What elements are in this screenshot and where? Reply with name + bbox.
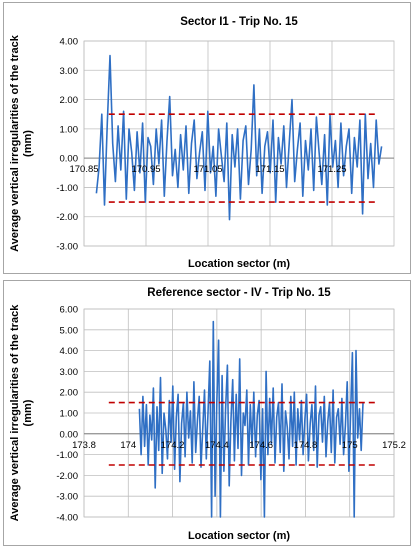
chart-title: Reference sector - IV - Trip No. 15 <box>147 287 331 299</box>
x-tick-label: 174 <box>120 440 136 451</box>
chart-title: Sector I1 - Trip No. 15 <box>180 16 298 28</box>
y-tick-label: 1.00 <box>60 409 79 420</box>
x-tick-label: 171.25 <box>317 164 346 175</box>
chart-svg-reference-sector-iv: 6.00 5.00 4.00 3.00 2.00 1.00 0.00 -1.00 -2.00 -3… <box>9 287 406 542</box>
x-tick-label: 170.95 <box>131 164 160 175</box>
x-tick-label: 174.8 <box>294 440 318 451</box>
y-tick-label: 3.00 <box>60 66 79 77</box>
y-tick-label: 1.00 <box>60 124 79 135</box>
y-axis-title: Average vertical irregularities of the t… <box>9 304 21 522</box>
y-tick-label: 0.00 <box>60 429 79 440</box>
data-series-line <box>138 320 364 518</box>
y-axis-title: (mm) <box>22 399 34 426</box>
chart-svg-sector-i1: 4.00 3.00 2.00 1.00 0.00 -1.00 -2.00 -3.00 170.8… <box>9 16 395 270</box>
y-tick-label: -3.00 <box>56 242 78 253</box>
x-tick-label: 175 <box>342 440 358 451</box>
plot-area <box>83 308 395 518</box>
y-tick-label: 0.00 <box>60 154 79 165</box>
x-axis-title: Location sector (m) <box>188 258 290 270</box>
x-tick-label: 173.8 <box>72 440 96 451</box>
y-tick-label: -2.00 <box>56 471 78 482</box>
y-tick-label: 2.00 <box>60 388 79 399</box>
y-tick-label: 4.00 <box>60 346 79 357</box>
y-tick-label: 4.00 <box>60 37 79 48</box>
y-tick-label: -1.00 <box>56 183 78 194</box>
y-tick-label: -1.00 <box>56 450 78 461</box>
x-tick-label: 171.05 <box>193 164 222 175</box>
x-tick-label: 171.15 <box>255 164 284 175</box>
x-tick-label: 174.2 <box>161 440 185 451</box>
x-tick-label: 174.4 <box>205 440 229 451</box>
y-axis-title: (mm) <box>22 130 34 157</box>
data-series-line <box>95 54 383 221</box>
plot-area <box>83 40 395 247</box>
chart-panel-reference-sector-iv: 6.00 5.00 4.00 3.00 2.00 1.00 0.00 -1.00 -2.00 -3… <box>3 280 411 546</box>
y-tick-label: -3.00 <box>56 492 78 503</box>
x-tick-label: 170.85 <box>69 164 98 175</box>
x-axis-title: Location sector (m) <box>188 530 290 542</box>
y-tick-label: 6.00 <box>60 305 79 316</box>
y-tick-label: -4.00 <box>56 513 78 524</box>
x-tick-label: 175.2 <box>382 440 406 451</box>
y-tick-label: -2.00 <box>56 212 78 223</box>
y-tick-label: 3.00 <box>60 367 79 378</box>
x-tick-label: 174.6 <box>249 440 273 451</box>
y-tick-label: 5.00 <box>60 325 79 336</box>
y-axis-title: Average vertical irregularities of the t… <box>9 34 21 252</box>
chart-panel-sector-i1: 4.00 3.00 2.00 1.00 0.00 -1.00 -2.00 -3.00 170.8… <box>3 2 411 274</box>
y-tick-label: 2.00 <box>60 95 79 106</box>
